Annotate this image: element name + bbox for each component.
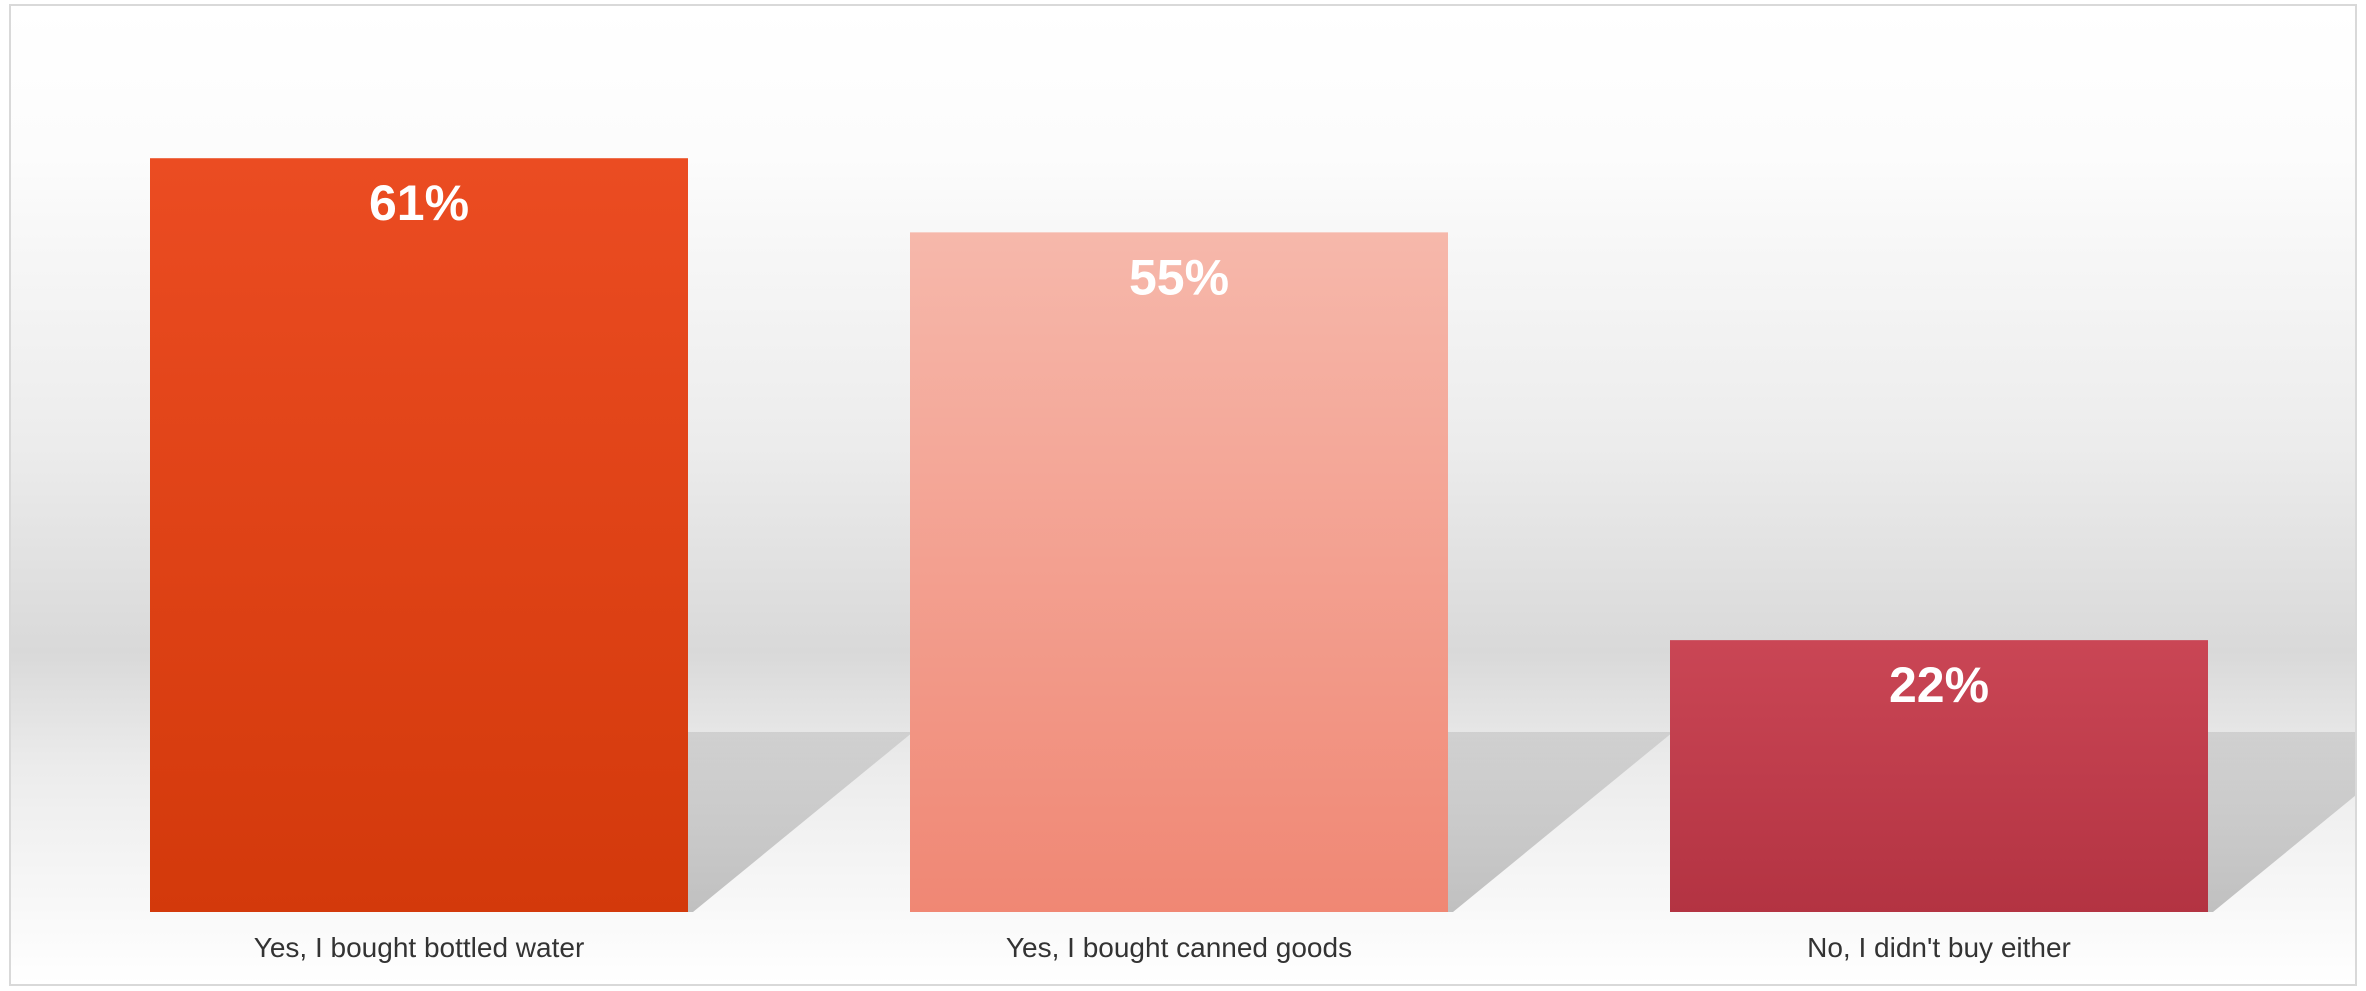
bar-2-value-label: 55% xyxy=(1129,249,1229,305)
bar-3-category-label: No, I didn't buy either xyxy=(1807,932,2071,963)
bars xyxy=(150,158,2208,912)
data-labels: 61% 55% 22% xyxy=(369,175,1989,713)
bar-2-shadow xyxy=(1448,732,1673,912)
bar-3-value-label: 22% xyxy=(1889,657,1989,713)
bar-1-shadow xyxy=(688,732,913,912)
bar-1-category-label: Yes, I bought bottled water xyxy=(254,932,585,963)
bar-1-value-label: 61% xyxy=(369,175,469,231)
bar-1 xyxy=(150,158,688,912)
category-labels: Yes, I bought bottled water Yes, I bought… xyxy=(254,932,2071,963)
bar-2-category-label: Yes, I bought canned goods xyxy=(1006,932,1352,963)
chart-frame: 61% 55% 22% Yes, I bought bottled water Yes… xyxy=(9,4,2357,986)
bar-chart: 61%55%22% Yes, I bought bottled water Yes… xyxy=(11,6,2355,984)
bar-2 xyxy=(910,232,1448,912)
bar-shadows xyxy=(688,732,2355,912)
bar-3-shadow xyxy=(2208,732,2355,912)
bar-3 xyxy=(1670,640,2208,912)
